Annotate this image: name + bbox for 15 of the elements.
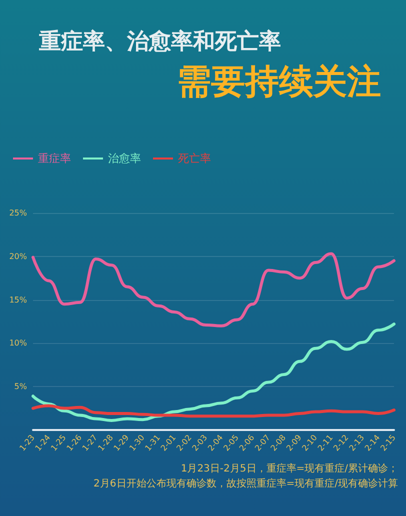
chart-subtitle: 需要持续关注 <box>177 62 381 102</box>
text: 2月6日开始公布现有确诊数，故按照重症率=现有重症/现有确诊计算 <box>94 478 398 490</box>
chart-title: 重症率、治愈率和死亡率 <box>38 28 281 54</box>
y-tick-label: 10% <box>9 338 28 348</box>
text: 1月23日-2月5日，重症率=现有重症/累计确诊； <box>180 462 398 474</box>
y-tick-label: 15% <box>9 295 28 304</box>
line-series <box>32 404 396 418</box>
line-series <box>32 252 396 328</box>
y-tick-label: 25% <box>9 208 28 218</box>
legend-label: 重症率 <box>38 152 71 165</box>
y-tick-label: 5% <box>14 382 28 392</box>
legend-label: 死亡率 <box>178 152 211 165</box>
legend-label: 治愈率 <box>108 152 141 165</box>
line-series <box>32 322 396 422</box>
y-tick-label: 20% <box>9 252 28 261</box>
